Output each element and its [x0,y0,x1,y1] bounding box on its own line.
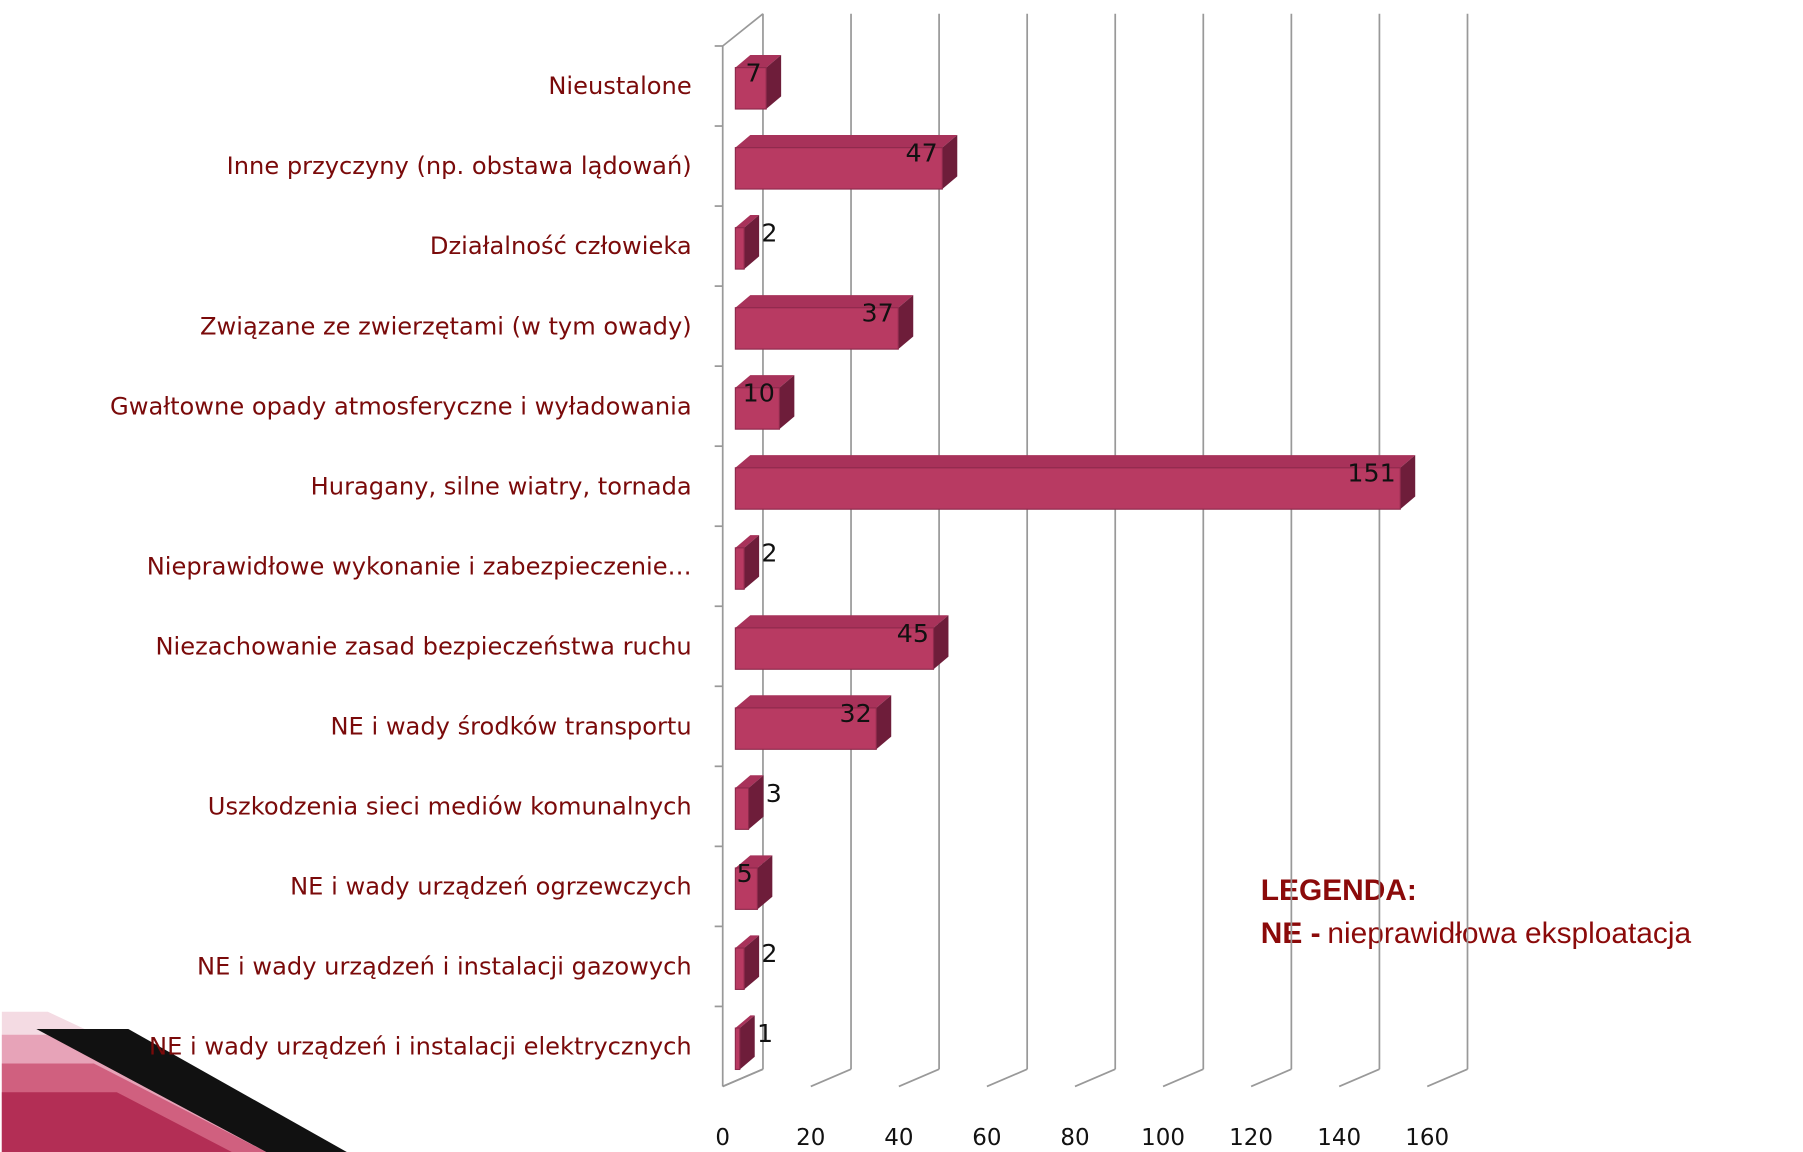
x-tick-label: 140 [1317,1125,1361,1151]
x-tick-label: 40 [884,1125,913,1151]
data-label: 151 [1347,459,1395,488]
data-label: 32 [840,699,872,728]
floor-line [1427,1069,1467,1086]
chart: LEGENDA: NE -nieprawidłowa eksploatacja … [0,0,1803,1152]
floor-line [1339,1069,1379,1086]
y-tick-label: Niezachowanie zasad bezpieczeństwa ruchu [156,632,692,660]
x-tick-label: 100 [1141,1125,1185,1151]
data-label: 2 [761,219,777,248]
y-tick-label: Inne przyczyny (np. obstawa lądowań) [227,152,692,180]
data-label: 2 [761,939,777,968]
floor-line [987,1069,1027,1086]
bar [735,548,744,589]
floor-line [811,1069,851,1086]
x-tick-label: 60 [972,1125,1001,1151]
y-tick-label: Nieustalone [548,72,691,100]
y-tick-label: Uszkodzenia sieci mediów komunalnych [208,792,692,820]
floor-line [1075,1069,1115,1086]
x-tick-label: 120 [1229,1125,1273,1151]
floor-line [1163,1069,1203,1086]
data-label: 10 [743,379,775,408]
data-label: 7 [745,59,761,88]
legend-entry: NE -nieprawidłowa eksploatacja [1261,917,1692,950]
data-label: 3 [766,779,782,808]
y-tick-label: NE i wady urządzeń ogrzewczych [290,873,692,901]
data-label: 1 [757,1019,773,1048]
x-tick-label: 160 [1405,1125,1449,1151]
data-label: 45 [897,619,929,648]
data-label: 2 [761,539,777,568]
bar [735,1028,739,1069]
x-tick-label: 0 [715,1125,730,1151]
x-tick-label: 20 [796,1125,825,1151]
floor-line [1251,1069,1291,1086]
y-tick-label: NE i wady urządzeń i instalacji gazowych [197,953,692,981]
x-tick-label: 80 [1060,1125,1089,1151]
bar [735,948,744,989]
y-tick-label: NE i wady urządzeń i instalacji elektryc… [149,1033,692,1061]
y-tick-label: Nieprawidłowe wykonanie i zabezpieczenie… [147,552,692,580]
y-tick-label: Gwałtowne opady atmosferyczne i wyładowa… [110,392,692,420]
data-label: 37 [862,299,894,328]
floor-line [723,1069,763,1086]
y-tick-label: Związane ze zwierzętami (w tym owady) [200,312,692,340]
bar [735,228,744,269]
bar [735,788,748,829]
bar-top [735,455,1415,468]
legend-text: nieprawidłowa eksploatacja [1327,917,1691,950]
data-label: 5 [737,859,753,888]
y-tick-label: Działalność człowieka [430,232,692,260]
legend-title: LEGENDA: [1261,874,1417,907]
y-tick-label: NE i wady środków transportu [331,712,692,740]
y-tick-label: Huragany, silne wiatry, tornada [311,472,692,500]
floor-line [899,1069,939,1086]
bar [735,468,1400,509]
data-label: 47 [906,139,938,168]
